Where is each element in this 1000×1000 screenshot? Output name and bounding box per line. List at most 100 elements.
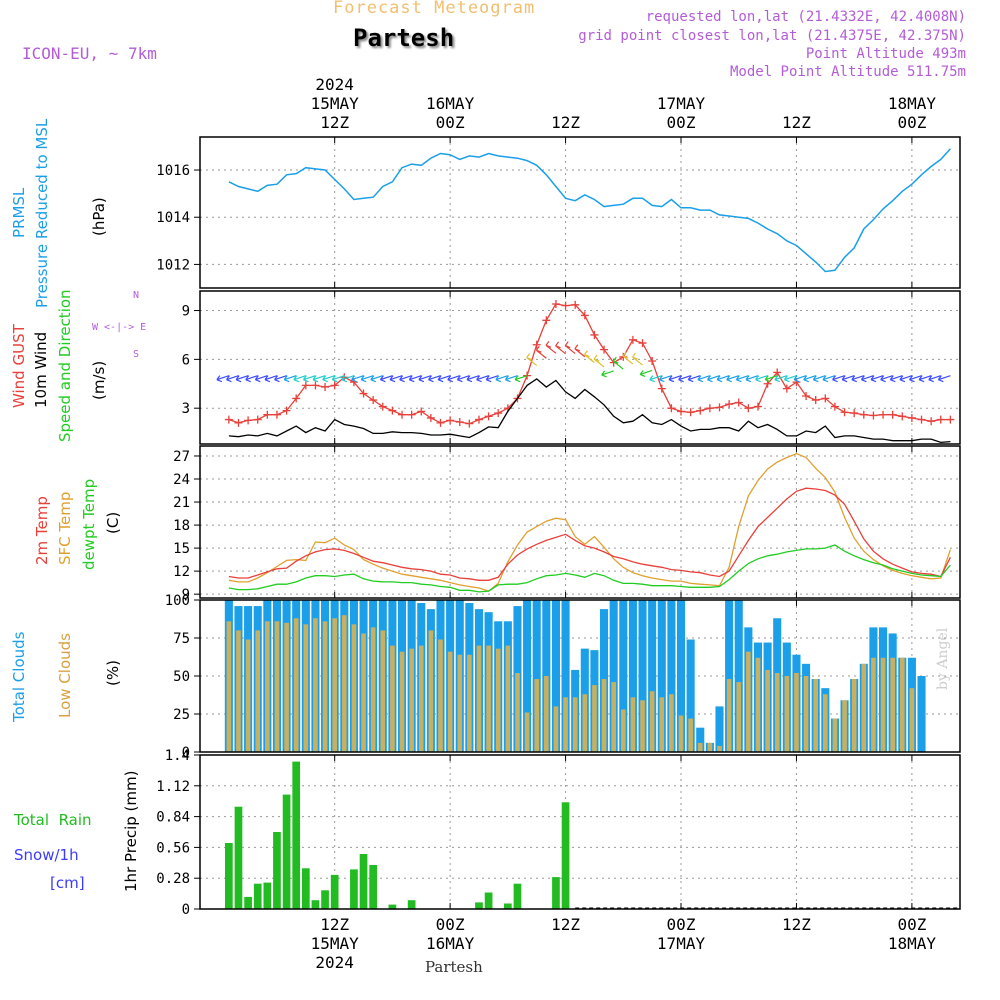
gust-marker: [224, 415, 233, 424]
low-clouds-bar: [765, 669, 770, 752]
y-tick-label: 6: [182, 352, 190, 368]
time-label-top: 16MAY: [426, 94, 475, 113]
low-clouds-bar: [697, 742, 703, 752]
panel-frame: [199, 290, 961, 445]
low-clouds-bar: [370, 627, 376, 752]
time-label-bottom: 18MAY: [888, 934, 937, 953]
rain-bar: [552, 877, 560, 909]
gust-marker: [446, 416, 455, 425]
total-clouds-bar: [657, 600, 666, 752]
wind-direction-arrow: [312, 375, 326, 383]
low-clouds-bar: [774, 672, 780, 752]
y-tick-label: 75: [173, 631, 190, 647]
wind-direction-arrow: [235, 375, 249, 383]
low-clouds-bar: [803, 676, 809, 752]
wind-direction-arrow: [612, 356, 624, 370]
grid-point-coordinates: grid point closest lon,lat (21.4375E, 42…: [578, 28, 966, 44]
gust-marker: [850, 409, 859, 418]
gust-marker: [888, 410, 897, 419]
low-clouds-bar: [746, 651, 751, 752]
gust-marker: [484, 412, 493, 421]
gust-marker: [369, 396, 378, 405]
y-tick-label: 3: [182, 401, 190, 417]
wind-direction-arrow: [341, 375, 355, 383]
total-clouds-bar: [686, 639, 695, 752]
wind-direction-arrow: [880, 375, 893, 383]
low-clouds-bar: [726, 679, 732, 752]
total-clouds-bar: [667, 600, 676, 752]
wind-direction-arrow: [593, 354, 605, 368]
low-clouds-bar: [832, 718, 838, 752]
low-clouds-bar: [851, 679, 857, 752]
wind-direction-arrow: [822, 375, 836, 383]
wind-direction-arrow: [485, 375, 499, 383]
wind-direction-arrow: [283, 375, 297, 383]
time-label-top: 18MAY: [888, 94, 937, 113]
wind-direction-arrow: [254, 375, 268, 383]
low-clouds-bar: [399, 651, 405, 752]
gust-marker: [359, 389, 368, 398]
gust-line: [228, 303, 951, 425]
gust-marker: [917, 415, 926, 424]
y-tick-label: 0.56: [156, 840, 190, 856]
low-clouds-bar: [553, 706, 559, 752]
gust-marker: [830, 402, 839, 411]
gust-marker: [571, 300, 580, 309]
time-label-top: 17MAY: [657, 94, 706, 113]
rain-bar: [330, 874, 339, 909]
gust-marker: [667, 404, 676, 413]
wind-direction-arrow: [928, 375, 941, 383]
total-clouds-bar: [715, 706, 724, 752]
low-clouds-bar: [640, 700, 645, 752]
wind-direction-arrow: [707, 375, 720, 383]
low-clouds-bar: [390, 645, 395, 752]
low-clouds-bar: [534, 679, 540, 752]
rain-bar: [234, 806, 243, 909]
time-label-bottom: 12Z: [551, 915, 580, 934]
wind-direction-arrow: [331, 375, 345, 383]
wind-direction-arrow: [555, 341, 566, 355]
wind-direction-arrow: [408, 375, 422, 383]
gust-marker: [638, 339, 647, 348]
time-label-bottom: 00Z: [436, 915, 465, 934]
time-label-bottom: 00Z: [897, 915, 926, 934]
low-clouds-bar: [515, 672, 520, 752]
low-clouds-bar: [409, 648, 414, 752]
gust-marker: [715, 403, 724, 412]
total-clouds-bar: [734, 600, 743, 752]
gust-marker: [407, 410, 416, 419]
wind-direction-arrow: [583, 350, 595, 364]
low-clouds-bar: [688, 718, 693, 752]
gust-marker: [551, 300, 560, 309]
label-total-clouds: Total Clouds: [10, 631, 28, 723]
wind-direction-arrow: [428, 375, 441, 383]
wind-direction-arrow: [860, 375, 874, 383]
time-label-bottom: 12Z: [782, 915, 811, 934]
compass-s: S: [133, 349, 139, 360]
rain-bar: [359, 854, 368, 909]
gust-marker: [398, 410, 407, 419]
wind-direction-arrow: [716, 375, 730, 383]
low-clouds-bar: [313, 618, 318, 752]
low-clouds-bar: [332, 618, 337, 752]
low-clouds-bar: [284, 622, 289, 752]
gust-marker: [388, 406, 397, 415]
time-label-top: 00Z: [436, 113, 465, 132]
wind-direction-arrow: [526, 353, 538, 367]
y-tick-label: 0: [182, 902, 190, 918]
low-clouds-bar: [707, 742, 713, 752]
wind-direction-arrow: [302, 375, 316, 383]
low-clouds-bar: [341, 615, 347, 752]
label-sfc-temp: SFC Temp: [56, 492, 74, 565]
low-clouds-bar: [544, 676, 549, 752]
gust-marker: [725, 400, 734, 409]
y-tick-label: 27: [173, 449, 190, 465]
gust-marker: [494, 409, 503, 418]
wind-direction-arrow: [687, 375, 701, 383]
y-tick-label: 12: [173, 564, 190, 580]
low-clouds-bar: [303, 624, 309, 752]
low-clouds-bar: [611, 682, 616, 752]
time-label-bottom: 15MAY: [311, 934, 360, 953]
low-clouds-bar: [226, 621, 232, 752]
gust-marker: [378, 402, 387, 411]
